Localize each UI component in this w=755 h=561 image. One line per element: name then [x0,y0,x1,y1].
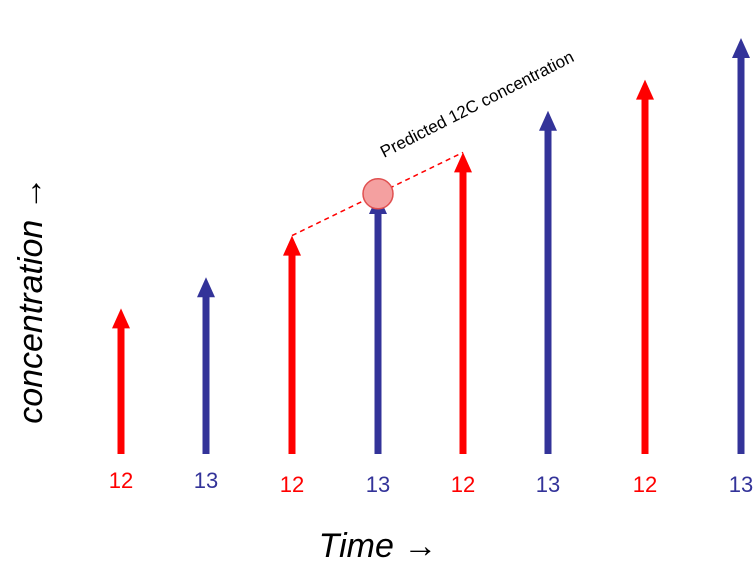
arrow-head-13 [539,110,557,131]
concentration-arrows [112,38,750,454]
arrow-head-12 [454,152,472,173]
isotope-label-12: 12 [451,472,475,497]
arrow-head-13 [197,277,215,298]
arrow-head-13 [732,38,750,58]
isotope-label-13: 13 [366,472,390,497]
x-axis-title: Time → [319,527,438,561]
y-axis-title: concentration → [12,176,50,424]
isotope-label-12: 12 [280,472,304,497]
prediction-dashed-line [291,151,464,237]
arrow-head-12 [636,79,654,100]
arrow-head-12 [283,235,301,256]
isotope-label-13: 13 [729,472,753,497]
predicted-point-marker [362,178,394,210]
isotope-label-13: 13 [194,468,218,493]
isotope-labels: 12 13 12 13 12 13 12 13 [109,468,753,497]
arrow-head-12 [112,308,130,329]
isotope-label-12: 12 [109,468,133,493]
isotope-label-12: 12 [633,472,657,497]
isotope-label-13: 13 [536,472,560,497]
